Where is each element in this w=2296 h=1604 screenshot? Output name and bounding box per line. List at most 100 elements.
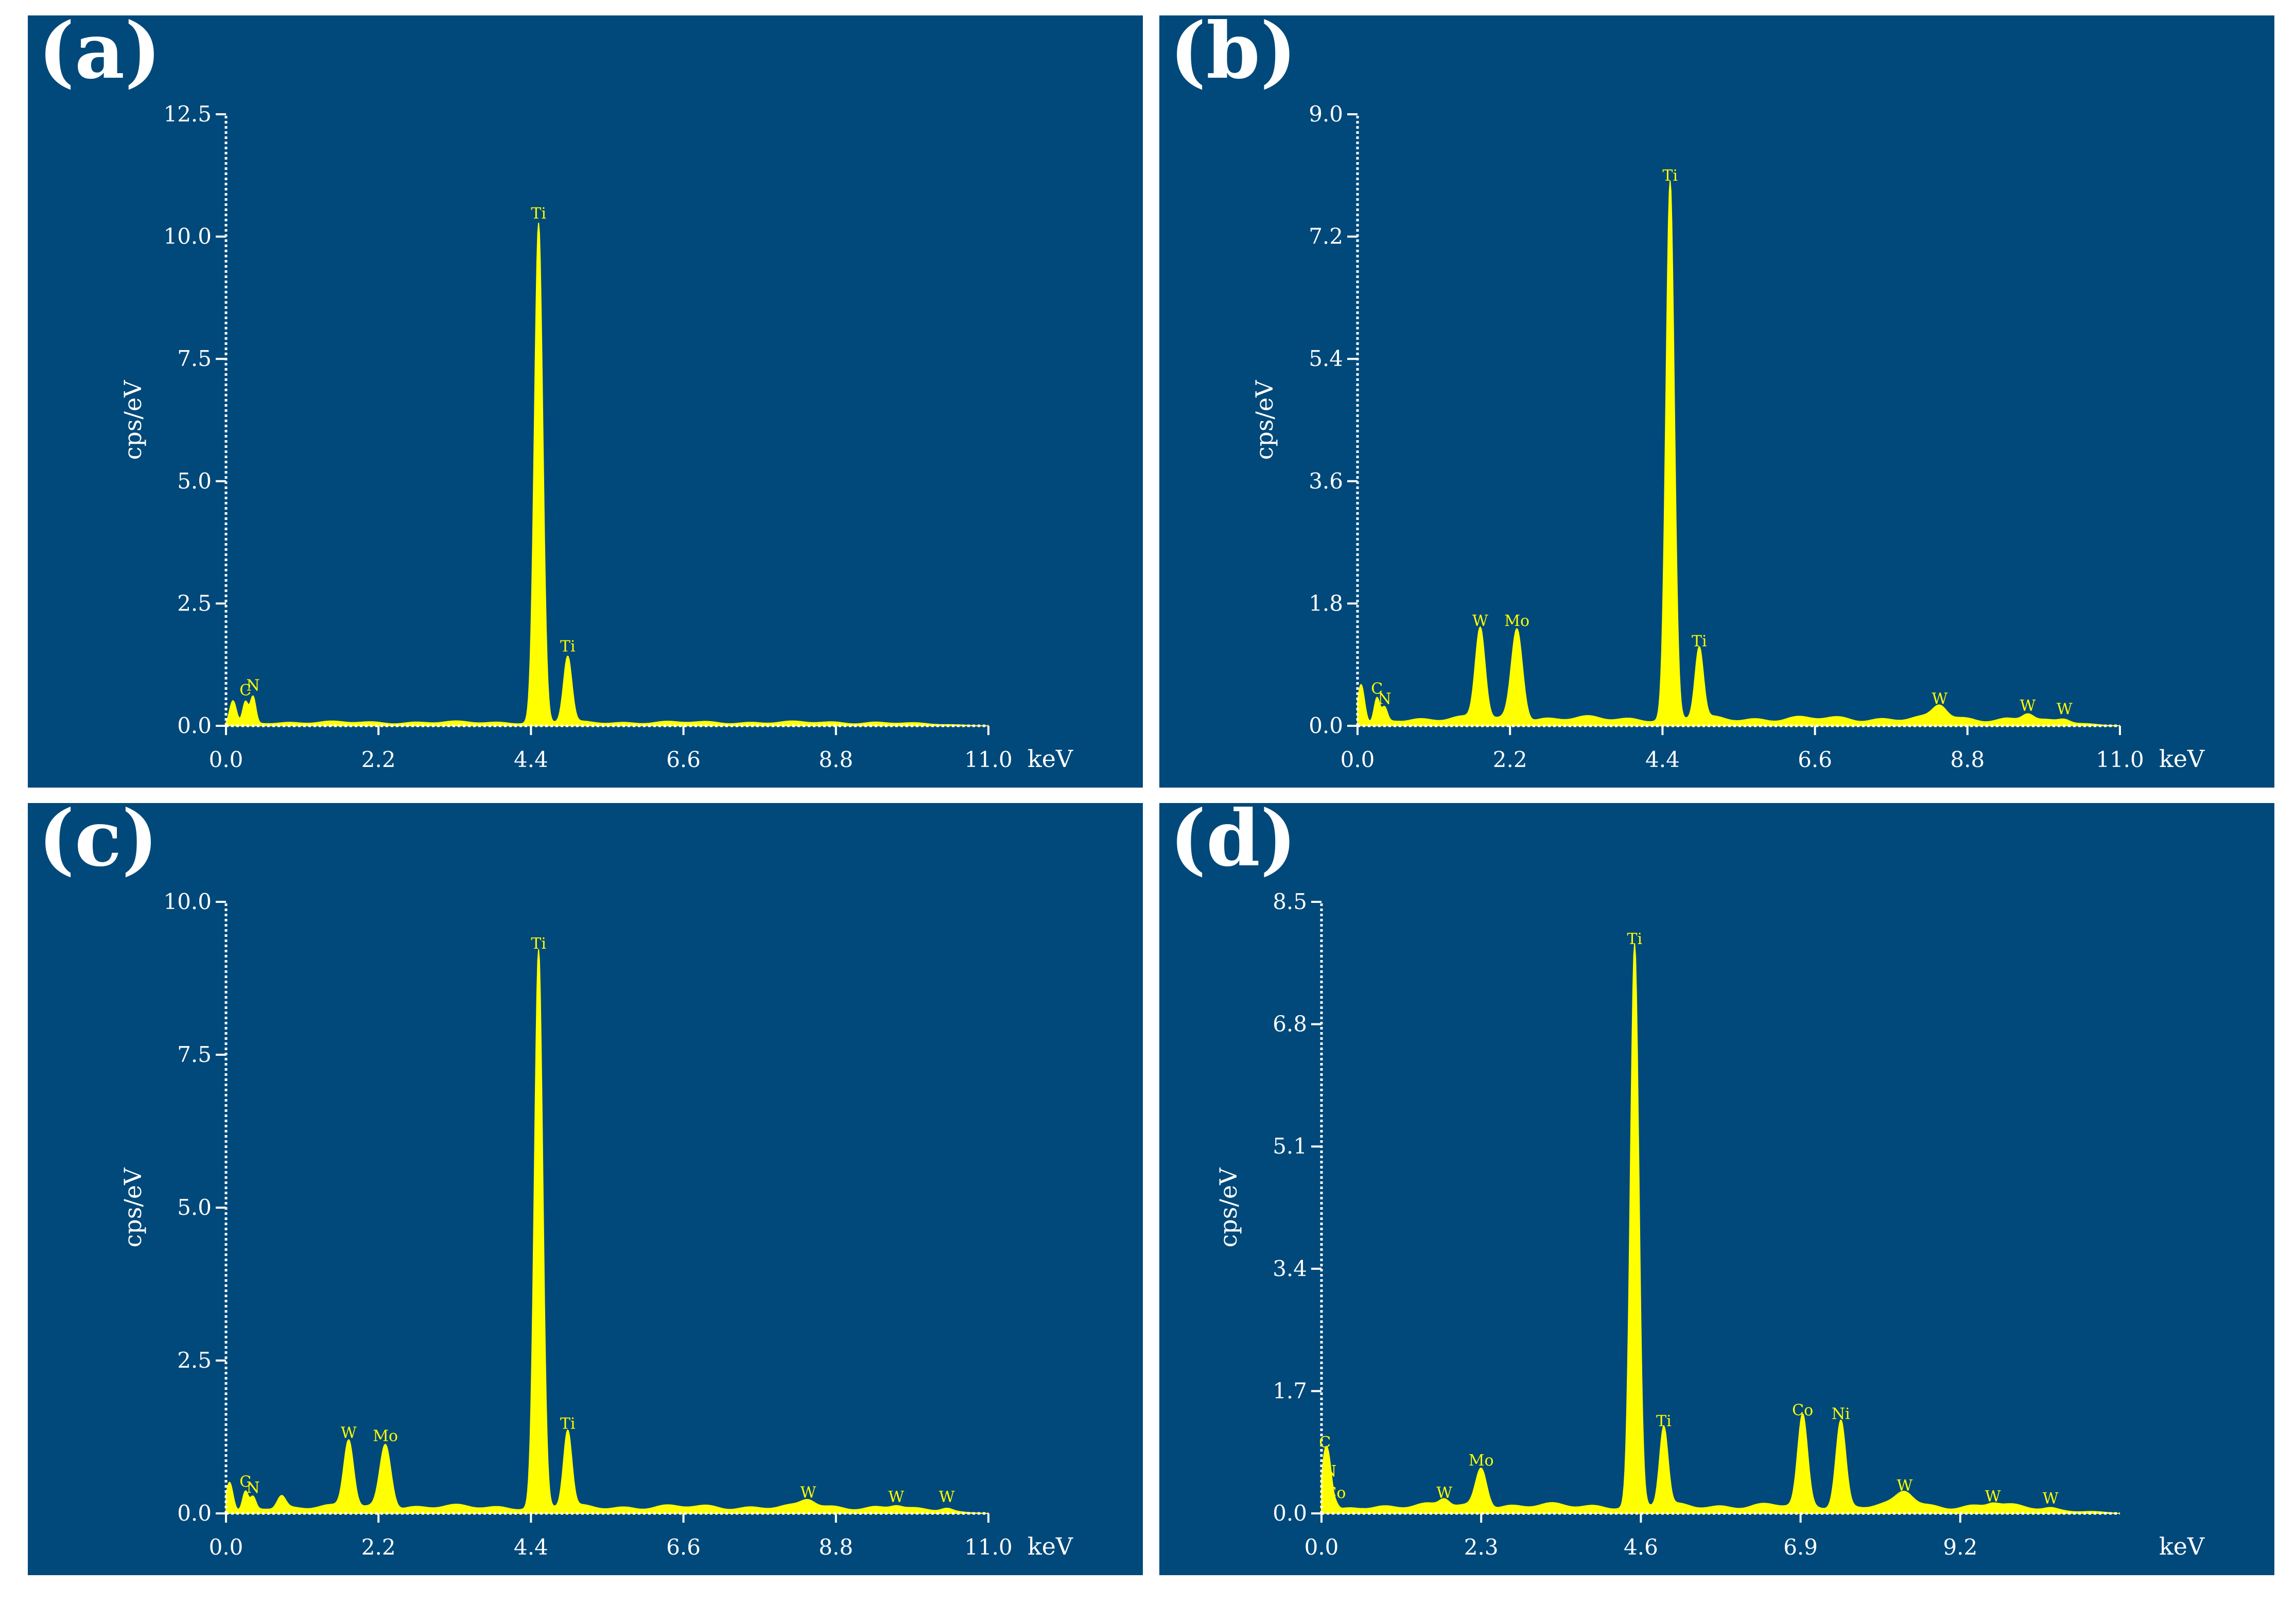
x-tick-label: 2.2 — [361, 747, 396, 772]
peak-label: C — [1371, 680, 1383, 698]
x-tick-label: 4.4 — [1645, 747, 1680, 772]
peak-label: C — [1319, 1434, 1331, 1452]
peak-label: Ni — [1832, 1405, 1850, 1423]
x-tick-label: 6.6 — [666, 1535, 701, 1560]
y-tick-label: 6.8 — [1273, 1012, 1307, 1037]
panel-label: (c) — [38, 793, 159, 884]
peak-label: W — [889, 1488, 905, 1506]
y-tick-label: 5.4 — [1309, 346, 1343, 371]
x-tick-label: 4.6 — [1624, 1535, 1658, 1560]
y-tick-label: 3.4 — [1273, 1256, 1307, 1281]
peak-label: Ti — [1627, 930, 1642, 948]
peak-label: Ti — [1692, 632, 1707, 650]
x-tick-label: 11.0 — [964, 1535, 1013, 1560]
peak-label: W — [801, 1484, 816, 1502]
y-tick-label: 7.5 — [177, 1042, 212, 1067]
panel-label: (d) — [1170, 793, 1297, 884]
spectrum-chart-d: 0.0 1.7 3.4 5.1 6.8 8.5 0.0 2.3 4.6 6.9 9.2 keV cps/… — [1214, 889, 2205, 1560]
y-tick-label: 1.7 — [1273, 1378, 1307, 1403]
x-tick-label: 8.8 — [1950, 747, 1985, 772]
x-tick-label: 11.0 — [964, 747, 1013, 772]
y-tick-label: 5.0 — [177, 1195, 212, 1220]
y-tick-label: 2.5 — [177, 590, 212, 616]
peak-label: N — [1323, 1462, 1336, 1480]
peak-label: Ti — [560, 1415, 576, 1433]
y-tick-label: 8.5 — [1273, 889, 1307, 914]
x-tick-label: 4.4 — [514, 1535, 548, 1560]
x-tick-label: 2.2 — [1493, 747, 1527, 772]
peak-label: W — [1436, 1484, 1452, 1502]
y-tick-label: 2.5 — [177, 1348, 212, 1373]
panel-label: (b) — [1170, 6, 1297, 96]
spectrum-area — [1321, 943, 2120, 1514]
peak-label: W — [341, 1424, 357, 1442]
spectrum-chart-a: 0.0 2.5 5.0 7.5 10.0 12.5 0.0 2.2 4.4 6.6 8.8 11.0 k… — [119, 101, 1073, 773]
peak-label: Mo — [1469, 1452, 1494, 1470]
y-tick-label: 3.6 — [1309, 468, 1343, 494]
spectrum-area — [1357, 180, 2120, 726]
x-tick-label: 6.6 — [666, 747, 701, 772]
peak-label: Ti — [531, 935, 546, 953]
peak-label: W — [2020, 697, 2036, 715]
peak-label: Mo — [1504, 612, 1529, 630]
peak-label: W — [939, 1488, 955, 1506]
x-axis-title: keV — [1028, 745, 1073, 773]
peak-label: N — [1378, 690, 1391, 708]
peak-label: W — [1932, 690, 1948, 708]
peak-label: Ti — [1662, 167, 1678, 185]
y-tick-label: 0.0 — [1273, 1501, 1307, 1526]
peak-label: W — [1985, 1488, 2001, 1506]
peak-label: Ti — [1656, 1412, 1672, 1430]
spectrum-chart-b: 0.0 1.8 3.6 5.4 7.2 9.0 0.0 2.2 4.4 6.6 8.8 11.0 keV… — [1250, 101, 2205, 773]
y-tick-label: 9.0 — [1309, 101, 1343, 127]
peak-label: W — [2043, 1490, 2059, 1508]
y-tick-label: 0.0 — [1309, 713, 1343, 738]
x-tick-label: 11.0 — [2096, 747, 2144, 772]
x-tick-label: 6.6 — [1798, 747, 1832, 772]
peak-label: C — [239, 682, 251, 700]
peak-label: Ti — [531, 205, 546, 223]
y-tick-label: 1.8 — [1309, 590, 1343, 616]
x-tick-label: 0.0 — [209, 1535, 243, 1560]
x-tick-label: 0.0 — [1304, 1535, 1339, 1560]
y-tick-label: 10.0 — [163, 889, 212, 914]
spectrum-chart-c: 0.0 2.5 5.0 7.5 10.0 0.0 2.2 4.4 6.6 8.8 11.0 keV cp… — [119, 889, 1073, 1560]
y-tick-label: 5.1 — [1273, 1134, 1307, 1159]
x-tick-label: 6.9 — [1783, 1535, 1818, 1560]
peak-label: C — [239, 1473, 251, 1491]
peak-label: Ti — [560, 638, 576, 656]
spectrum-area — [225, 222, 988, 726]
x-axis-title: keV — [2159, 1532, 2205, 1560]
y-tick-label: 12.5 — [163, 101, 212, 127]
spectrum-panel-c: (c) 0.0 2.5 5.0 7.5 10.0 0.0 2.2 4.4 6.6 8.8 11.0 k… — [28, 793, 1143, 1575]
y-tick-label: 0.0 — [177, 1501, 212, 1526]
y-tick-label: 0.0 — [177, 713, 212, 738]
spectrum-panel-b: (b) 0.0 1.8 3.6 5.4 7.2 9.0 0.0 2.2 4.4 6.6 8.8 11.… — [1159, 6, 2274, 788]
x-tick-label: 8.8 — [819, 1535, 853, 1560]
panel-label: (a) — [38, 6, 162, 96]
peak-label: W — [1897, 1477, 1912, 1495]
y-axis-title: cps/eV — [1250, 380, 1278, 460]
x-tick-label: 0.0 — [209, 747, 243, 772]
spectrum-panel-d: (d) 0.0 1.7 3.4 5.1 6.8 8.5 0.0 2.3 4.6 6.9 9.2 keV… — [1159, 793, 2274, 1575]
y-axis-title: cps/eV — [119, 1167, 147, 1248]
x-tick-label: 8.8 — [819, 747, 853, 772]
x-axis-title: keV — [1028, 1532, 1073, 1560]
peak-label: W — [2057, 700, 2073, 718]
y-tick-label: 5.0 — [177, 468, 212, 494]
peak-label: N — [246, 1479, 259, 1497]
peak-label: W — [1472, 612, 1488, 630]
y-axis-title: cps/eV — [1214, 1167, 1242, 1248]
x-axis-title: keV — [2159, 745, 2205, 773]
peak-label: N — [246, 677, 259, 695]
y-tick-label: 10.0 — [163, 224, 212, 249]
x-tick-label: 2.2 — [361, 1535, 396, 1560]
x-tick-label: 4.4 — [514, 747, 548, 772]
y-tick-label: 7.2 — [1309, 224, 1343, 249]
x-tick-label: 9.2 — [1943, 1535, 1977, 1560]
peak-label: Co — [1325, 1484, 1346, 1502]
x-tick-label: 0.0 — [1341, 747, 1375, 772]
peak-label: Co — [1792, 1401, 1813, 1419]
y-tick-label: 7.5 — [177, 346, 212, 371]
x-tick-label: 2.3 — [1464, 1535, 1499, 1560]
